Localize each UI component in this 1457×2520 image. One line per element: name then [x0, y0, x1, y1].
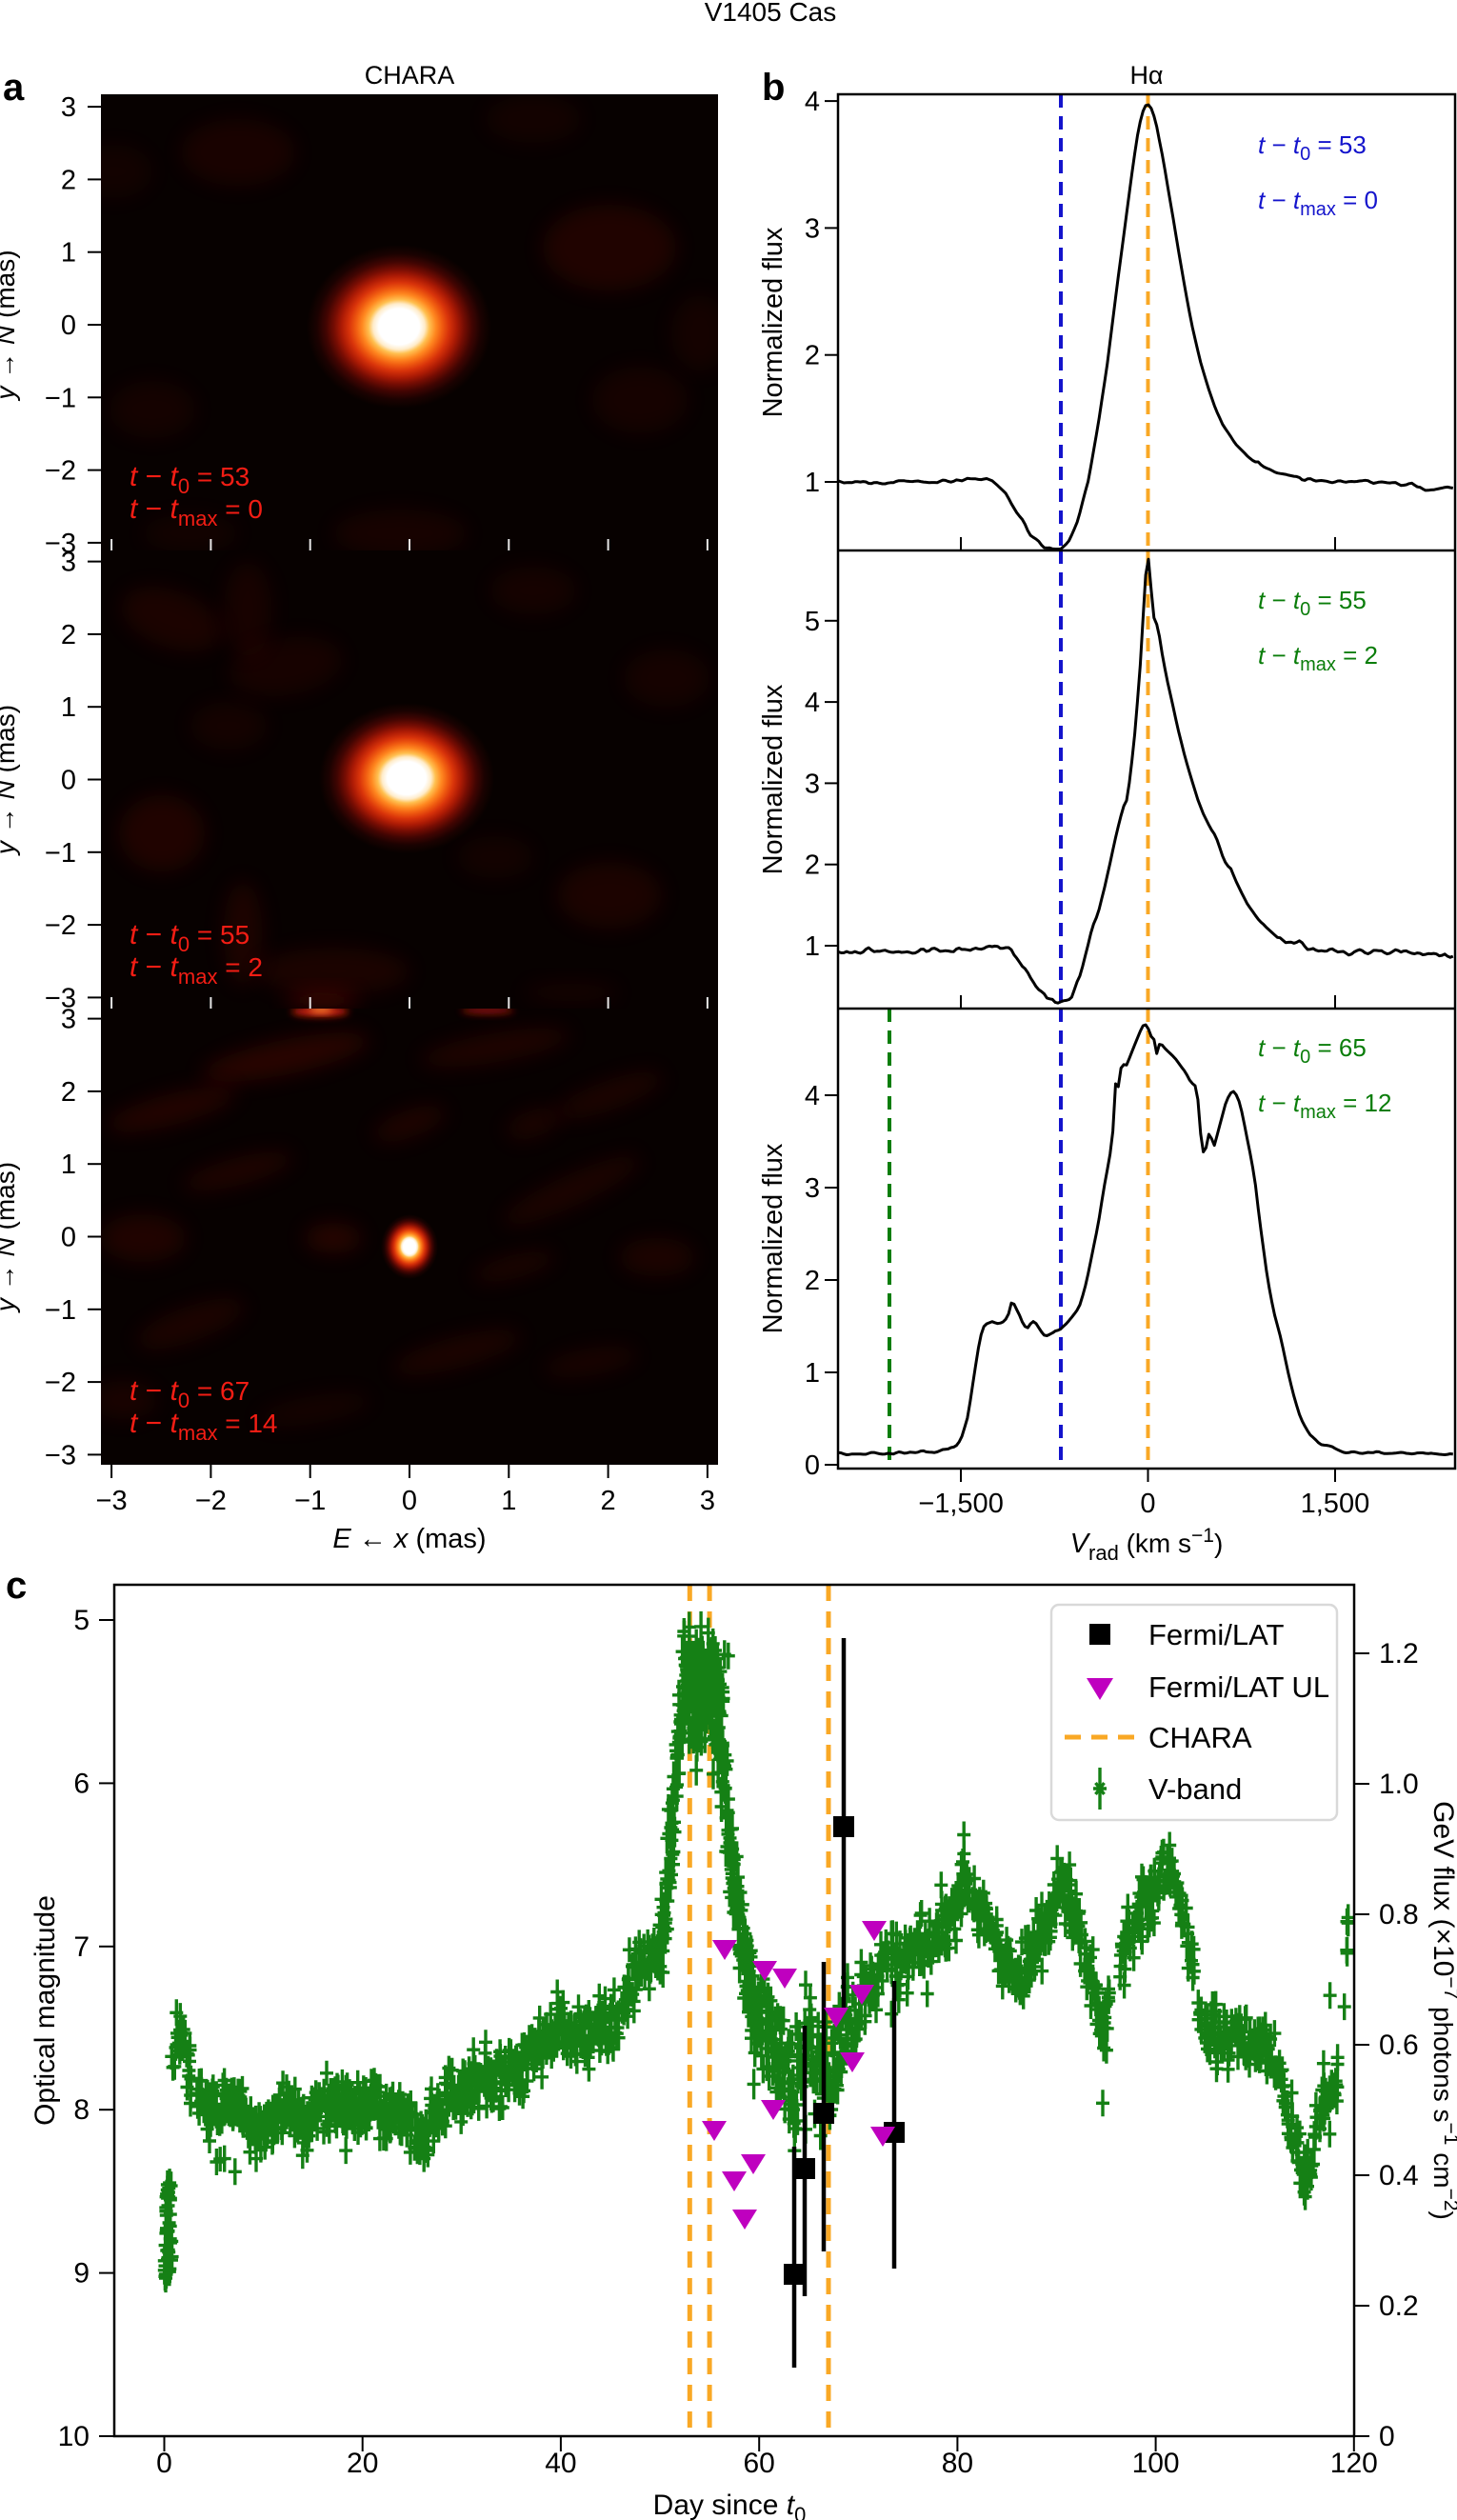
svg-text:t − tmax = 12: t − tmax = 12: [1258, 1089, 1391, 1123]
svg-text:3: 3: [61, 92, 76, 123]
svg-text:4: 4: [805, 688, 820, 718]
svg-text:V-band: V-band: [1148, 1772, 1242, 1806]
svg-text:3: 3: [61, 1005, 76, 1035]
svg-text:Day since t0: Day since t0: [653, 2490, 807, 2520]
svg-text:0.6: 0.6: [1379, 2030, 1419, 2061]
svg-text:2: 2: [805, 341, 820, 371]
svg-text:t − t0 = 65: t − t0 = 65: [1258, 1033, 1367, 1068]
svg-text:2: 2: [61, 1077, 76, 1108]
svg-text:y → N (mas): y → N (mas): [0, 705, 20, 856]
svg-text:80: 80: [942, 2448, 973, 2479]
svg-text:1: 1: [805, 468, 820, 498]
svg-text:−1: −1: [45, 838, 76, 869]
svg-text:−1: −1: [45, 383, 76, 413]
svg-text:5: 5: [73, 1605, 90, 1636]
svg-text:Normalized flux: Normalized flux: [758, 684, 788, 874]
svg-text:0: 0: [156, 2448, 172, 2479]
svg-text:7: 7: [73, 1931, 90, 1963]
svg-text:9: 9: [73, 2258, 90, 2290]
svg-text:4: 4: [805, 87, 820, 117]
svg-text:Fermi/LAT UL: Fermi/LAT UL: [1148, 1670, 1329, 1704]
svg-text:2: 2: [805, 1266, 820, 1296]
svg-text:2: 2: [601, 1486, 616, 1516]
svg-text:CHARA: CHARA: [1148, 1721, 1252, 1754]
svg-text:E ← x (mas): E ← x (mas): [332, 1524, 486, 1554]
svg-text:0: 0: [1140, 1489, 1155, 1519]
svg-text:V1405 Cas: V1405 Cas: [705, 0, 837, 27]
svg-text:−2: −2: [195, 1486, 227, 1516]
svg-text:0.2: 0.2: [1379, 2290, 1419, 2322]
svg-text:t − t0 = 53: t − t0 = 53: [1258, 130, 1367, 165]
svg-text:3: 3: [805, 213, 820, 244]
svg-text:t − tmax = 2: t − tmax = 2: [1258, 641, 1378, 675]
svg-text:−1: −1: [294, 1486, 326, 1516]
svg-text:1: 1: [805, 931, 820, 962]
svg-text:−3: −3: [96, 1486, 128, 1516]
svg-text:b: b: [762, 67, 785, 109]
svg-text:1.2: 1.2: [1379, 1638, 1419, 1670]
svg-text:3: 3: [700, 1486, 715, 1516]
svg-text:c: c: [6, 1565, 27, 1607]
svg-text:2: 2: [805, 850, 820, 881]
svg-text:3: 3: [61, 548, 76, 578]
svg-text:a: a: [3, 67, 25, 109]
svg-text:0: 0: [61, 310, 76, 341]
svg-text:3: 3: [805, 769, 820, 799]
svg-text:1: 1: [61, 692, 76, 723]
svg-text:−2: −2: [45, 910, 76, 941]
svg-text:−2: −2: [45, 456, 76, 487]
svg-text:GeV flux (×10−7 photons s−1 cm: GeV flux (×10−7 photons s−1 cm−2): [1427, 1801, 1457, 2220]
svg-text:1: 1: [61, 238, 76, 269]
svg-text:0: 0: [402, 1486, 417, 1516]
svg-text:y → N (mas): y → N (mas): [0, 1162, 20, 1313]
svg-text:−3: −3: [45, 983, 76, 1013]
svg-text:1: 1: [61, 1150, 76, 1180]
svg-text:−1: −1: [45, 1295, 76, 1326]
svg-text:t − t0 = 55: t − t0 = 55: [130, 919, 249, 956]
svg-text:−2: −2: [45, 1368, 76, 1398]
svg-text:120: 120: [1330, 2448, 1378, 2479]
svg-text:Fermi/LAT: Fermi/LAT: [1148, 1618, 1284, 1651]
svg-text:4: 4: [805, 1081, 820, 1111]
svg-text:0: 0: [61, 1223, 76, 1253]
svg-text:2: 2: [61, 165, 76, 195]
svg-text:5: 5: [805, 607, 820, 637]
svg-text:Normalized flux: Normalized flux: [758, 1143, 788, 1333]
svg-text:100: 100: [1132, 2448, 1180, 2479]
svg-text:10: 10: [58, 2421, 90, 2452]
svg-text:−3: −3: [45, 529, 76, 559]
svg-text:20: 20: [347, 2448, 378, 2479]
svg-text:0.4: 0.4: [1379, 2160, 1419, 2191]
svg-text:y → N (mas): y → N (mas): [0, 250, 20, 401]
svg-text:0: 0: [61, 766, 76, 796]
svg-text:−1,500: −1,500: [918, 1489, 1004, 1519]
svg-text:1,500: 1,500: [1301, 1489, 1370, 1519]
svg-text:1.0: 1.0: [1379, 1769, 1419, 1800]
svg-text:Optical magnitude: Optical magnitude: [30, 1895, 61, 2126]
svg-text:3: 3: [805, 1173, 820, 1204]
svg-text:t − t0 = 55: t − t0 = 55: [1258, 586, 1367, 620]
svg-text:0: 0: [1379, 2421, 1395, 2452]
svg-text:8: 8: [73, 2094, 90, 2126]
svg-text:40: 40: [545, 2448, 576, 2479]
svg-text:2: 2: [61, 620, 76, 650]
svg-text:Vrad (km s−1): Vrad (km s−1): [1070, 1525, 1224, 1565]
svg-text:6: 6: [73, 1768, 90, 1799]
svg-text:0.8: 0.8: [1379, 1899, 1419, 1930]
svg-text:1: 1: [805, 1358, 820, 1389]
svg-text:Normalized flux: Normalized flux: [758, 227, 788, 417]
svg-text:−3: −3: [45, 1440, 76, 1470]
svg-text:1: 1: [501, 1486, 516, 1516]
svg-text:t − tmax = 0: t − tmax = 0: [1258, 186, 1378, 220]
svg-text:Hα: Hα: [1129, 61, 1163, 90]
svg-text:0: 0: [805, 1450, 820, 1481]
svg-text:CHARA: CHARA: [365, 61, 455, 90]
svg-text:60: 60: [743, 2448, 774, 2479]
